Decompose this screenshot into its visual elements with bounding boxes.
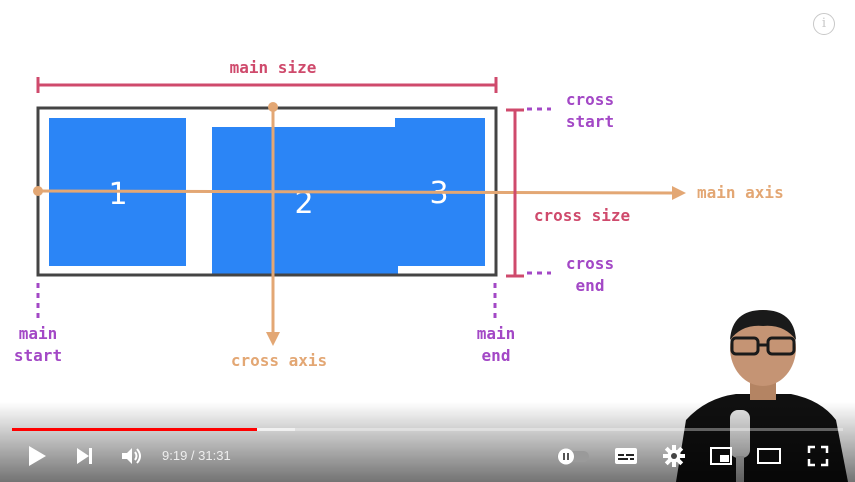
cross-axis-label: cross axis bbox=[231, 351, 327, 370]
cross-size-indicator bbox=[506, 108, 524, 278]
cross-start-label-line1: cross bbox=[566, 90, 614, 109]
miniplayer-button[interactable] bbox=[706, 442, 736, 470]
main-axis-arrow bbox=[33, 186, 686, 200]
next-icon bbox=[77, 448, 92, 464]
main-end-label-line1: main bbox=[477, 324, 516, 343]
main-axis-label: main axis bbox=[697, 183, 784, 202]
subtitles-button[interactable] bbox=[611, 442, 641, 470]
cross-start-label-line2: start bbox=[566, 112, 614, 131]
cross-end-label-line2: end bbox=[576, 276, 605, 295]
cross-axis-arrow bbox=[266, 102, 280, 346]
miniplayer-icon bbox=[710, 447, 732, 465]
theater-mode-button[interactable] bbox=[753, 442, 785, 470]
autoplay-toggle-icon bbox=[557, 448, 589, 465]
main-start-label-line2: start bbox=[14, 346, 62, 365]
gear-icon bbox=[663, 445, 685, 467]
flex-item-1-number: 1 bbox=[108, 177, 127, 212]
progress-bar[interactable] bbox=[12, 428, 843, 431]
flex-item-2 bbox=[212, 118, 485, 276]
play-button[interactable] bbox=[22, 442, 52, 470]
fullscreen-button[interactable] bbox=[803, 442, 833, 470]
volume-button[interactable] bbox=[117, 442, 147, 470]
main-size-label: main size bbox=[230, 58, 317, 77]
cross-size-label: cross size bbox=[534, 206, 630, 225]
next-button[interactable] bbox=[70, 442, 100, 470]
subtitles-icon bbox=[615, 448, 637, 464]
main-start-label-line1: main bbox=[19, 324, 58, 343]
time-display: 9:19 / 31:31 bbox=[162, 448, 231, 463]
main-end-label-line2: end bbox=[482, 346, 511, 365]
fullscreen-icon bbox=[807, 445, 829, 467]
autoplay-toggle[interactable] bbox=[553, 442, 593, 470]
info-icon[interactable]: i bbox=[813, 13, 835, 35]
cross-end-label-line1: cross bbox=[566, 254, 614, 273]
settings-button[interactable] bbox=[659, 442, 689, 470]
main-size-indicator bbox=[36, 77, 498, 93]
progress-played bbox=[12, 428, 258, 431]
flex-item-2-number: 2 bbox=[294, 186, 313, 221]
theater-icon bbox=[757, 448, 781, 464]
controls-gradient bbox=[0, 402, 855, 482]
play-icon bbox=[29, 446, 46, 466]
volume-icon bbox=[122, 448, 141, 464]
